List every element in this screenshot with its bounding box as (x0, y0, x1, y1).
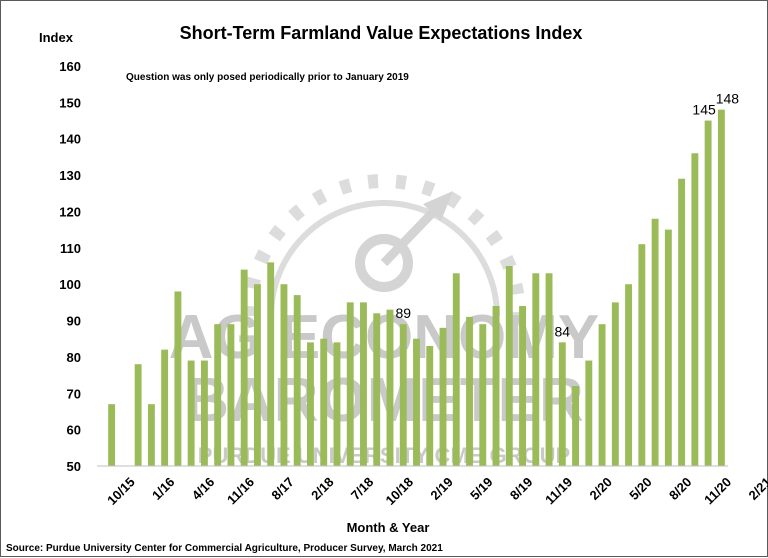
x-axis-ticks: 10/15 1/16 4/16 11/16 8/17 2/18 7/18 10/18 2/19 5… (104, 474, 768, 508)
bar (585, 360, 593, 466)
y-tick-label: 60 (67, 423, 81, 438)
bar (253, 284, 261, 466)
bar (399, 324, 407, 466)
bar (108, 404, 116, 466)
bar (386, 309, 394, 466)
bar (280, 284, 288, 466)
bar (439, 327, 447, 466)
y-tick-label: 150 (59, 95, 81, 110)
watermark-line2: BAROMETER (184, 366, 584, 435)
bar (452, 273, 460, 466)
x-tick-label: 2/21 (746, 474, 768, 503)
data-label: 89 (395, 305, 411, 321)
bar (678, 178, 686, 467)
bar-series (108, 109, 725, 467)
bar (479, 324, 487, 466)
x-tick-label: 2/20 (586, 474, 615, 503)
bar (611, 302, 619, 466)
x-tick-label: 10/18 (383, 474, 417, 508)
x-tick-label: 8/20 (666, 474, 695, 503)
bar (227, 324, 235, 466)
x-tick-label: 4/16 (189, 474, 218, 503)
y-tick-label: 80 (67, 350, 81, 365)
bar (147, 404, 155, 466)
y-tick-label: 100 (59, 277, 81, 292)
bar (505, 266, 513, 466)
bar (320, 338, 328, 466)
x-axis-label: Month & Year (347, 520, 430, 535)
bar (161, 349, 169, 466)
y-tick-label: 140 (59, 132, 81, 147)
chart-note: Question was only posed periodically pri… (126, 72, 409, 83)
bar (651, 218, 659, 466)
bar (492, 306, 500, 466)
x-tick-label: 8/19 (507, 474, 536, 503)
bar (519, 306, 526, 466)
y-tick-label: 120 (59, 204, 81, 219)
bar (638, 244, 646, 466)
x-tick-label: 8/17 (268, 474, 297, 503)
x-tick-label: 2/18 (308, 474, 337, 503)
watermark-line3: PURDUE UNIVERSITY CME GROUP (198, 443, 570, 468)
y-axis-label: Index (39, 30, 74, 45)
x-tick-label: 11/16 (224, 474, 257, 507)
bar (267, 262, 275, 466)
bar (545, 273, 553, 466)
y-tick-label: 160 (59, 59, 81, 74)
bar (200, 360, 208, 466)
bar (558, 342, 566, 466)
bar (413, 338, 420, 466)
bar (691, 153, 699, 466)
y-tick-label: 90 (67, 314, 81, 329)
source-note: Source: Purdue University Center for Com… (6, 543, 443, 554)
y-tick-label: 130 (59, 168, 81, 183)
bar (240, 269, 248, 466)
y-tick-label: 110 (60, 241, 81, 256)
x-tick-label: 5/20 (626, 474, 655, 503)
data-label: 84 (555, 323, 571, 339)
bar (466, 316, 473, 466)
chart-title: Short-Term Farmland Value Expectations I… (180, 23, 583, 43)
bar (572, 386, 580, 466)
data-label: 145 (692, 102, 716, 118)
data-label: 148 (716, 91, 740, 107)
bar (598, 324, 606, 466)
x-tick-label: 1/16 (149, 474, 178, 503)
bar (134, 364, 142, 466)
y-axis-ticks: 50 60 70 80 90 100 110 120 130 140 150 160 (59, 59, 81, 474)
x-tick-label: 7/18 (348, 474, 377, 503)
x-tick-label: 10/15 (104, 474, 138, 508)
bar (293, 295, 301, 466)
x-tick-label: 11/19 (542, 474, 575, 507)
bar (532, 273, 540, 466)
bar (360, 302, 367, 466)
bar (174, 291, 182, 466)
y-tick-label: 50 (67, 459, 81, 474)
x-tick-label: 11/20 (701, 474, 734, 507)
watermark-line1: AG ECONOMY (169, 303, 600, 372)
bar (214, 324, 222, 466)
bar (704, 120, 712, 467)
bar (346, 302, 354, 466)
x-tick-label: 2/19 (427, 474, 456, 503)
bar (373, 313, 381, 466)
bar (717, 109, 725, 466)
bar (333, 342, 341, 466)
bar (664, 229, 672, 466)
bar (625, 284, 633, 466)
x-tick-label: 5/19 (467, 474, 496, 503)
bar (307, 342, 314, 466)
bar (426, 346, 434, 466)
y-tick-label: 70 (67, 386, 81, 401)
bar (187, 360, 195, 466)
